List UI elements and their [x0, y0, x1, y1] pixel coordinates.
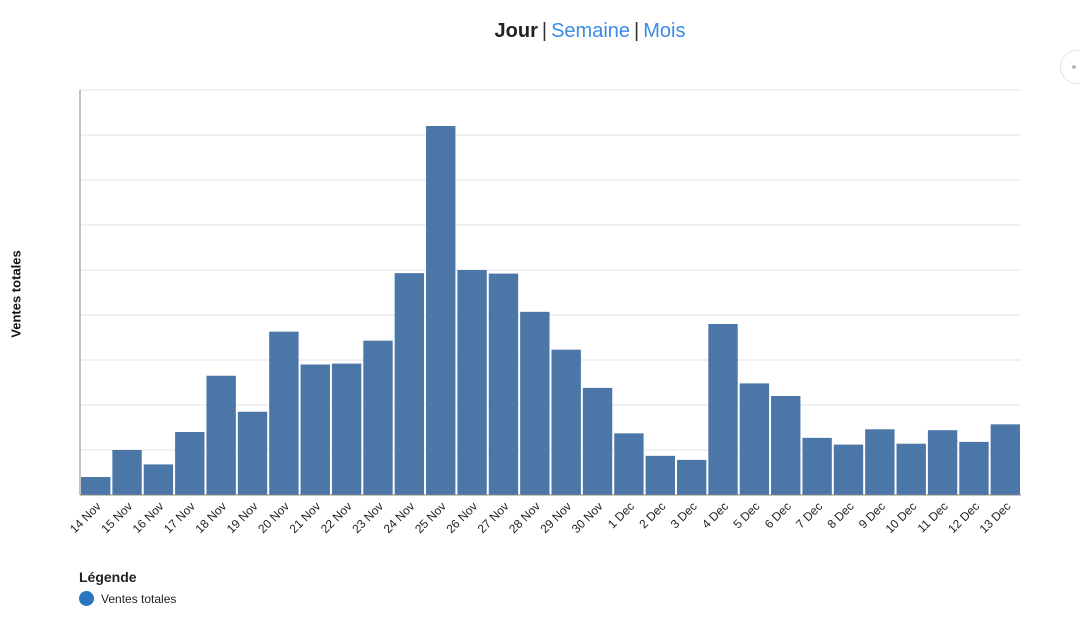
x-tick-label: 26 Nov: [443, 499, 480, 536]
bar-2-dec[interactable]: [645, 455, 675, 495]
x-tick-label: 2 Dec: [636, 499, 668, 531]
x-tick-label: 4 Dec: [699, 499, 731, 531]
x-tick-label: 23 Nov: [349, 499, 386, 536]
x-tick-label: 13 Dec: [977, 499, 1014, 536]
period-option-day[interactable]: Jour: [494, 20, 538, 42]
x-tick-label: 22 Nov: [318, 499, 355, 536]
bar-19-nov[interactable]: [237, 411, 268, 495]
period-option-week[interactable]: Semaine: [551, 20, 631, 42]
period-separator: |: [634, 20, 640, 42]
bar-23-nov[interactable]: [363, 340, 393, 495]
bar-20-nov[interactable]: [269, 331, 299, 495]
x-tick-label: 14 Nov: [67, 499, 104, 536]
period-separator: |: [541, 20, 548, 42]
bar-16-nov[interactable]: [143, 464, 174, 495]
x-tick-label: 17 Nov: [161, 499, 198, 536]
bar-5-dec[interactable]: [739, 383, 770, 495]
chart-bars: [81, 126, 1020, 495]
x-tick-label: 12 Dec: [945, 499, 982, 536]
x-tick-label: 16 Nov: [130, 499, 167, 536]
x-tick-label: 24 Nov: [381, 499, 418, 536]
bar-7-dec[interactable]: [802, 437, 832, 495]
x-tick-label: 20 Nov: [255, 499, 292, 536]
x-tick-label: 21 Nov: [287, 499, 324, 536]
bar-4-dec[interactable]: [708, 324, 738, 495]
chart-grid: [80, 89, 1021, 451]
bar-14-nov[interactable]: [81, 477, 111, 495]
legend-marker: [79, 591, 94, 606]
legend-label: Ventes totales: [101, 591, 177, 606]
bar-12-dec[interactable]: [959, 441, 989, 495]
bar-11-dec[interactable]: [927, 430, 958, 495]
bar-15-nov[interactable]: [112, 450, 142, 495]
bar-17-nov[interactable]: [175, 432, 205, 495]
period-option-month[interactable]: Mois: [643, 20, 686, 42]
chart-axes: [79, 90, 1021, 496]
legend-title: Légende: [79, 569, 137, 585]
bar-25-nov[interactable]: [426, 126, 456, 495]
bar-26-nov[interactable]: [457, 270, 487, 495]
period-toggle: Jour | Semaine | Mois: [0, 20, 1080, 43]
bar-1-dec[interactable]: [614, 433, 644, 495]
bar-27-nov[interactable]: [488, 273, 519, 495]
bar-8-dec[interactable]: [833, 444, 864, 495]
x-tick-label: 11 Dec: [915, 499, 951, 535]
bar-30-nov[interactable]: [582, 387, 613, 495]
x-tick-label: 15 Nov: [98, 499, 135, 536]
x-tick-label: 5 Dec: [730, 499, 762, 531]
x-tick-label: 1 Dec: [605, 499, 637, 531]
x-tick-label: 18 Nov: [192, 499, 229, 536]
x-tick-label: 27 Nov: [475, 499, 512, 536]
bar-10-dec[interactable]: [896, 443, 926, 495]
x-tick-label: 19 Nov: [224, 499, 261, 536]
x-tick-label: 6 Dec: [762, 499, 794, 531]
x-tick-label: 30 Nov: [569, 499, 606, 536]
x-tick-label: 10 Dec: [883, 499, 920, 536]
bar-18-nov[interactable]: [206, 375, 236, 495]
x-tick-label: 7 Dec: [793, 499, 825, 531]
legend-entry[interactable]: Ventes totales: [79, 591, 176, 606]
x-tick-label: 29 Nov: [538, 499, 575, 536]
x-tick-label: 28 Nov: [506, 499, 543, 536]
x-tick-label: 3 Dec: [668, 499, 700, 531]
bar-6-dec[interactable]: [771, 396, 801, 495]
x-tick-label: 8 Dec: [825, 499, 857, 531]
bar-22-nov[interactable]: [331, 363, 362, 495]
bar-24-nov[interactable]: [394, 273, 425, 495]
bar-3-dec[interactable]: [676, 459, 707, 495]
bar-28-nov[interactable]: [520, 311, 550, 495]
bar-21-nov[interactable]: [300, 364, 330, 496]
bar-9-dec[interactable]: [865, 429, 895, 495]
bar-29-nov[interactable]: [551, 349, 581, 495]
x-tick-label: 25 Nov: [412, 499, 449, 536]
bar-13-dec[interactable]: [990, 424, 1020, 495]
